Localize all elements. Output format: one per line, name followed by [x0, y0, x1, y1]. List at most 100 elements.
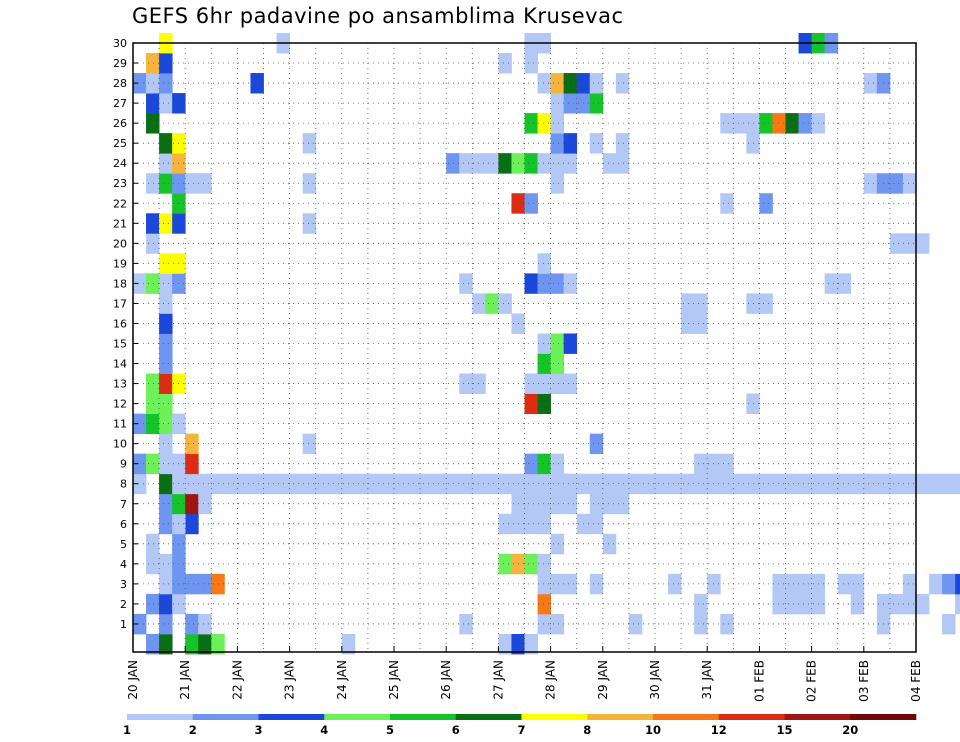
heatmap-cell: [563, 153, 578, 174]
heatmap-cell: [133, 473, 147, 495]
heatmap-cell: [863, 173, 878, 194]
heatmap-cell: [889, 473, 904, 495]
y-tick-label: 4: [120, 558, 127, 571]
heatmap-cell: [537, 253, 551, 274]
heatmap-cell: [459, 613, 473, 635]
heatmap-cell: [185, 633, 199, 655]
heatmap-cell: [498, 153, 512, 174]
heatmap-cell: [563, 73, 578, 94]
heatmap-cell: [524, 153, 538, 174]
heatmap-cell: [380, 473, 395, 495]
heatmap-cell: [550, 373, 565, 394]
heatmap-cell: [550, 613, 565, 635]
heatmap-cell: [185, 433, 199, 455]
heatmap-cell: [563, 133, 578, 154]
heatmap-cell: [694, 293, 708, 314]
heatmap-cell: [615, 493, 630, 515]
heatmap-cell: [537, 73, 551, 94]
x-tick-label: 02 FEB: [805, 660, 819, 702]
heatmap-cell: [798, 593, 812, 615]
heatmap-cell: [302, 173, 317, 194]
heatmap-cell: [185, 453, 199, 475]
y-tick-label: 17: [113, 297, 127, 310]
heatmap-cell: [498, 553, 512, 575]
heatmap-cell: [537, 593, 551, 615]
heatmap-cell: [615, 153, 630, 174]
heatmap-cell: [655, 473, 669, 495]
heatmap-cell: [524, 513, 538, 535]
heatmap-cell: [133, 273, 147, 294]
legend-label: 1: [123, 723, 131, 737]
heatmap-cell: [341, 633, 356, 655]
heatmap-cell: [602, 473, 617, 495]
x-tick-label: 25 JAN: [387, 660, 401, 700]
legend-swatch: [390, 714, 457, 720]
y-axis-ticks: 1234567891011121314151617181920212223242…: [113, 37, 138, 631]
heatmap-cell: [302, 473, 317, 495]
heatmap-cell: [328, 473, 343, 495]
heatmap-cell: [537, 493, 551, 515]
heatmap-cell: [472, 153, 486, 174]
heatmap-cell: [772, 113, 786, 134]
x-tick-label: 31 JAN: [700, 660, 714, 700]
y-tick-label: 25: [113, 137, 127, 150]
grid-lines: [133, 42, 916, 652]
heatmap-cell: [459, 273, 473, 294]
heatmap-cell: [524, 473, 538, 495]
heatmap-cell: [146, 533, 160, 555]
heatmap-cell: [146, 413, 160, 435]
heatmap-cell: [485, 153, 499, 174]
plot-frame: [132, 42, 917, 653]
heatmap-cell: [537, 273, 551, 294]
y-tick-label: 23: [113, 177, 127, 190]
heatmap-cell: [198, 613, 212, 635]
legend-swatch: [587, 714, 654, 720]
heatmap-cell: [185, 573, 199, 595]
heatmap-cell: [563, 273, 578, 294]
heatmap-cell: [498, 53, 512, 74]
heatmap-cell: [472, 473, 486, 495]
x-tick-label: 21 JAN: [178, 660, 192, 700]
heatmap-cell: [759, 473, 773, 495]
heatmap-cell: [850, 573, 865, 595]
heatmap-cell: [602, 153, 617, 174]
heatmap-cell: [159, 433, 173, 455]
heatmap-cell: [589, 73, 604, 94]
heatmap-cell: [720, 453, 734, 475]
heatmap-cell: [537, 393, 551, 415]
heatmap-cell: [668, 473, 682, 495]
heatmap-cell: [720, 613, 734, 635]
y-tick-label: 20: [113, 237, 127, 250]
heatmap-cell: [785, 593, 799, 615]
chart-title: GEFS 6hr padavine po ansamblima Krusevac: [132, 4, 624, 28]
heatmap-cell: [198, 633, 212, 655]
heatmap-cell: [916, 593, 930, 615]
heatmap-cell: [550, 573, 565, 595]
heatmap-cell: [524, 553, 538, 575]
x-tick-label: 01 FEB: [752, 660, 766, 702]
heatmap-cell: [798, 113, 812, 134]
legend-swatch: [258, 714, 325, 720]
y-tick-label: 16: [113, 317, 127, 330]
heatmap-cell: [159, 173, 173, 194]
heatmap-cell: [524, 193, 538, 214]
heatmap-cell: [837, 273, 852, 294]
heatmap-cell: [759, 193, 773, 214]
heatmap-cell: [146, 93, 160, 114]
legend-swatch: [521, 714, 588, 720]
heatmap-cell: [550, 493, 565, 515]
heatmap-cell: [159, 273, 173, 294]
x-axis-ticks: 20 JAN 21 JAN 22 JAN 23 JAN 24 JAN 25 JAN 26 J…: [126, 646, 923, 702]
heatmap-cell: [159, 333, 173, 354]
heatmap-cell: [524, 53, 538, 74]
heatmap-cells: [133, 32, 960, 655]
legend-swatch: [127, 714, 194, 720]
heatmap-cell: [563, 573, 578, 595]
heatmap-cell: [902, 233, 917, 254]
heatmap-cell: [785, 473, 799, 495]
heatmap-cell: [159, 573, 173, 595]
heatmap-cell: [159, 133, 173, 154]
heatmap-cell: [524, 113, 538, 134]
heatmap-cell: [302, 433, 317, 455]
